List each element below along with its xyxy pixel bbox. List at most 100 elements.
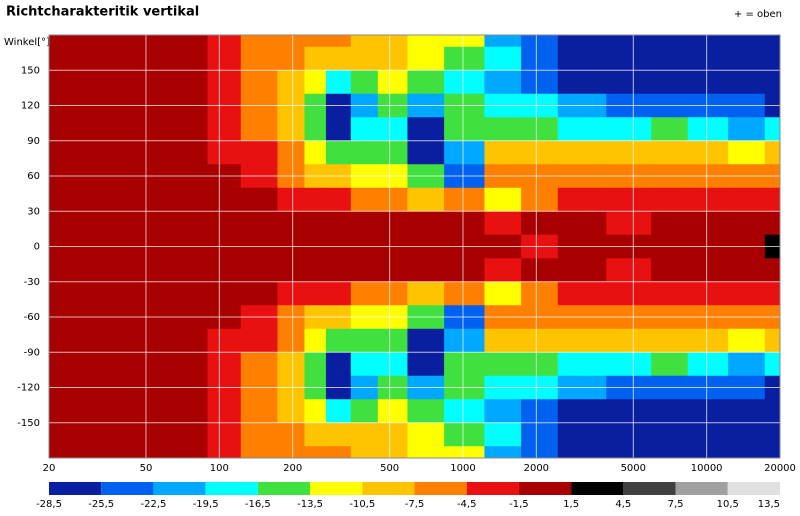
colorbar-label: -4,5 xyxy=(457,499,477,510)
heatmap-cell xyxy=(49,211,71,236)
heatmap-cell xyxy=(277,258,305,283)
heatmap-cell xyxy=(651,422,689,447)
colorbar-label: 4,5 xyxy=(615,499,631,510)
heatmap-cell xyxy=(764,117,781,142)
heatmap-cell xyxy=(728,352,766,377)
heatmap-cell xyxy=(377,35,408,48)
y-tick-label: -150 xyxy=(17,418,40,429)
heatmap-cell xyxy=(107,140,145,165)
heatmap-cell xyxy=(728,46,766,71)
heatmap-cell xyxy=(49,140,71,165)
heatmap-cell xyxy=(49,446,71,459)
heatmap-cell xyxy=(651,446,689,459)
heatmap-cell xyxy=(70,117,108,142)
heatmap-cell xyxy=(407,35,445,48)
heatmap-cell xyxy=(277,70,305,95)
heatmap-cell xyxy=(444,446,485,459)
heatmap-cell xyxy=(49,328,71,353)
heatmap-cell xyxy=(521,422,559,447)
heatmap-cell xyxy=(49,46,71,71)
heatmap-cell xyxy=(70,422,108,447)
colorbar-label: 1,5 xyxy=(563,499,579,510)
x-tick-label: 50 xyxy=(140,463,153,474)
x-tick-label: 500 xyxy=(380,463,399,474)
colorbar-label: -13,5 xyxy=(297,499,323,510)
heatmap-cell xyxy=(764,446,781,459)
heatmap-cell xyxy=(207,70,242,95)
y-tick-label: -30 xyxy=(24,277,40,288)
heatmap-cell xyxy=(377,211,408,236)
heatmap-cell xyxy=(407,117,445,142)
heatmap-cell xyxy=(207,140,242,165)
heatmap-cell xyxy=(350,258,379,283)
heatmap-cell xyxy=(651,117,689,142)
heatmap-cell xyxy=(728,399,766,424)
heatmap-cell xyxy=(728,70,766,95)
heatmap-cell xyxy=(143,422,181,447)
y-tick-label: -90 xyxy=(24,347,40,358)
heatmap-cell xyxy=(107,211,145,236)
heatmap-cell xyxy=(687,70,729,95)
colorbar-swatch xyxy=(727,482,780,495)
heatmap-cell xyxy=(350,187,379,212)
heatmap-cell xyxy=(240,70,278,95)
heatmap-cell xyxy=(521,446,559,459)
heatmap-cell xyxy=(728,187,766,212)
heatmap-cell xyxy=(325,328,352,353)
heatmap-cell xyxy=(606,140,652,165)
heatmap-cell xyxy=(325,352,352,377)
heatmap-cell xyxy=(107,422,145,447)
heatmap-cell xyxy=(557,35,607,48)
heatmap-cell xyxy=(407,446,445,459)
colorbar-label: -25,5 xyxy=(88,499,114,510)
heatmap-cell xyxy=(350,117,379,142)
heatmap-cell xyxy=(143,281,181,306)
heatmap-cell xyxy=(484,211,522,236)
heatmap-cell xyxy=(107,446,145,459)
heatmap-cell xyxy=(207,281,242,306)
heatmap-cell xyxy=(444,140,485,165)
heatmap-cell xyxy=(325,140,352,165)
heatmap-cell xyxy=(350,35,379,48)
heatmap-cell xyxy=(240,328,278,353)
heatmap-cell xyxy=(207,399,242,424)
heatmap-cell xyxy=(557,422,607,447)
heatmap-cell xyxy=(606,258,652,283)
heatmap-cell xyxy=(521,211,559,236)
heatmap-cell xyxy=(687,446,729,459)
colorbar-label: -22,5 xyxy=(140,499,166,510)
heatmap-cell xyxy=(107,187,145,212)
heatmap-cell xyxy=(277,35,305,48)
heatmap-cell xyxy=(557,328,607,353)
heatmap-cell xyxy=(606,35,652,48)
heatmap-cell xyxy=(325,258,352,283)
heatmap-cell xyxy=(143,117,181,142)
heatmap-cell xyxy=(444,35,485,48)
colorbar-label: 7,5 xyxy=(668,499,684,510)
heatmap-cell xyxy=(521,352,559,377)
heatmap-cell xyxy=(728,35,766,48)
colorbar-swatch xyxy=(623,482,676,495)
heatmap-cell xyxy=(207,352,242,377)
heatmap-cell xyxy=(143,399,181,424)
heatmap-cell xyxy=(651,258,689,283)
heatmap-cell xyxy=(444,258,485,283)
heatmap-cell xyxy=(180,446,209,459)
heatmap-cell xyxy=(606,117,652,142)
heatmap-cell xyxy=(407,422,445,447)
heatmap-cell xyxy=(240,211,278,236)
heatmap-cell xyxy=(407,281,445,306)
heatmap-cell xyxy=(484,258,522,283)
heatmap-cell xyxy=(377,70,408,95)
heatmap-cell xyxy=(143,46,181,71)
heatmap-cell xyxy=(304,258,327,283)
heatmap-cell xyxy=(70,70,108,95)
heatmap-cell xyxy=(484,46,522,71)
heatmap-cell xyxy=(521,187,559,212)
heatmap-cell xyxy=(70,328,108,353)
heatmap-cell xyxy=(651,281,689,306)
chart-title: Richtcharakteritik vertikal xyxy=(6,5,199,20)
heatmap-cell xyxy=(764,70,781,95)
heatmap-cell xyxy=(687,46,729,71)
heatmap-cell xyxy=(143,328,181,353)
